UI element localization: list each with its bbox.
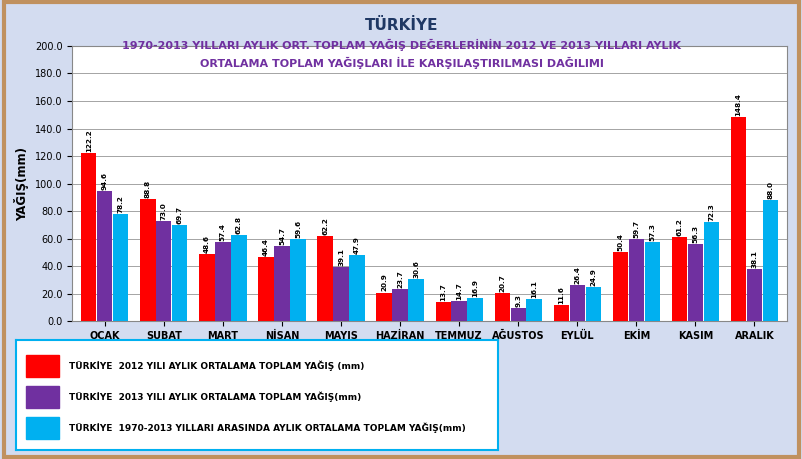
- Text: 16.1: 16.1: [530, 280, 537, 298]
- Text: 61.2: 61.2: [675, 218, 682, 236]
- Bar: [671, 237, 687, 321]
- Text: 62.2: 62.2: [322, 217, 328, 235]
- Text: 94.6: 94.6: [102, 172, 107, 190]
- Text: 62.8: 62.8: [236, 216, 241, 234]
- Bar: [113, 213, 128, 321]
- Text: ORTALAMA TOPLAM YAĞIŞLARI İLE KARŞILAŞTIRILMASI DAĞILIMI: ORTALAMA TOPLAM YAĞIŞLARI İLE KARŞILAŞTI…: [200, 57, 602, 69]
- Bar: [258, 257, 273, 321]
- Text: 122.2: 122.2: [86, 129, 91, 152]
- Bar: [494, 293, 509, 321]
- Bar: [215, 242, 230, 321]
- Bar: [451, 301, 466, 321]
- Text: 59.7: 59.7: [633, 220, 638, 238]
- Bar: [553, 305, 569, 321]
- Text: 13.7: 13.7: [439, 284, 446, 301]
- Bar: [199, 254, 214, 321]
- Text: 14.7: 14.7: [456, 282, 462, 300]
- Y-axis label: YAĞIŞ(mm): YAĞIŞ(mm): [14, 146, 30, 221]
- Text: 46.4: 46.4: [263, 238, 269, 256]
- Bar: [97, 191, 112, 321]
- Text: 57.3: 57.3: [649, 224, 654, 241]
- Bar: [467, 298, 482, 321]
- Text: 24.9: 24.9: [589, 268, 595, 286]
- Bar: [26, 386, 59, 408]
- Text: 16.9: 16.9: [472, 279, 477, 297]
- Text: 39.1: 39.1: [338, 248, 343, 266]
- Text: 54.7: 54.7: [278, 227, 285, 245]
- Text: 88.8: 88.8: [144, 180, 151, 198]
- Text: 148.4: 148.4: [735, 93, 740, 116]
- Bar: [585, 287, 600, 321]
- Bar: [349, 255, 364, 321]
- Text: 38.1: 38.1: [751, 250, 756, 268]
- Bar: [435, 302, 450, 321]
- Bar: [644, 242, 659, 321]
- Bar: [26, 417, 59, 439]
- Text: 73.0: 73.0: [160, 202, 167, 220]
- Text: 78.2: 78.2: [118, 195, 124, 213]
- Bar: [290, 239, 306, 321]
- Text: 48.6: 48.6: [204, 235, 209, 253]
- Text: 1970-2013 YILLARI AYLIK ORT. TOPLAM YAĞIŞ DEĞERLERİNİN 2012 VE 2013 YILLARI AYLI: 1970-2013 YILLARI AYLIK ORT. TOPLAM YAĞI…: [122, 39, 680, 51]
- Bar: [703, 222, 718, 321]
- Bar: [612, 252, 627, 321]
- Bar: [231, 235, 246, 321]
- Bar: [762, 200, 777, 321]
- Bar: [526, 299, 541, 321]
- Text: TÜRKİYE: TÜRKİYE: [364, 18, 438, 34]
- Text: 69.7: 69.7: [176, 206, 183, 224]
- Bar: [687, 244, 703, 321]
- Bar: [172, 225, 187, 321]
- Text: TÜRKİYE  2012 YILI AYLIK ORTALAMA TOPLAM YAĞIŞ (mm): TÜRKİYE 2012 YILI AYLIK ORTALAMA TOPLAM …: [69, 361, 364, 371]
- Text: 72.3: 72.3: [707, 203, 714, 221]
- Bar: [408, 279, 423, 321]
- Bar: [628, 239, 643, 321]
- Text: 56.3: 56.3: [691, 224, 698, 243]
- X-axis label: AYLAR: AYLAR: [404, 347, 454, 361]
- Bar: [317, 235, 332, 321]
- Text: 23.7: 23.7: [396, 270, 403, 287]
- Bar: [746, 269, 761, 321]
- Bar: [156, 221, 172, 321]
- Text: 50.4: 50.4: [617, 233, 622, 251]
- Text: TÜRKİYE  1970-2013 YILLARI ARASINDA AYLIK ORTALAMA TOPLAM YAĞIŞ(mm): TÜRKİYE 1970-2013 YILLARI ARASINDA AYLIK…: [69, 423, 465, 433]
- Text: 30.6: 30.6: [412, 260, 419, 278]
- Bar: [140, 199, 156, 321]
- Text: 11.6: 11.6: [557, 286, 564, 304]
- Bar: [510, 308, 525, 321]
- Bar: [392, 289, 407, 321]
- Bar: [274, 246, 290, 321]
- Bar: [333, 268, 348, 321]
- Text: 57.4: 57.4: [220, 223, 225, 241]
- Bar: [376, 292, 391, 321]
- Bar: [730, 117, 745, 321]
- Text: 20.9: 20.9: [381, 274, 387, 291]
- Bar: [81, 153, 96, 321]
- Text: 47.9: 47.9: [354, 236, 359, 254]
- Bar: [569, 285, 584, 321]
- Text: 20.7: 20.7: [499, 274, 504, 292]
- Bar: [26, 355, 59, 377]
- Text: 26.4: 26.4: [573, 266, 580, 284]
- Text: TÜRKİYE  2013 YILI AYLIK ORTALAMA TOPLAM YAĞIŞ(mm): TÜRKİYE 2013 YILI AYLIK ORTALAMA TOPLAM …: [69, 392, 361, 402]
- Text: 59.6: 59.6: [294, 220, 301, 238]
- Text: 9.3: 9.3: [515, 295, 520, 308]
- Text: 88.0: 88.0: [767, 181, 772, 199]
